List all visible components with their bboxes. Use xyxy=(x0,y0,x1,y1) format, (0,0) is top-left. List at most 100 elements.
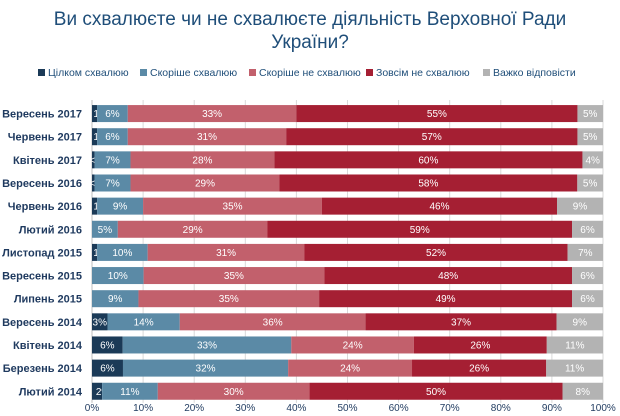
x-tick-label: 90% xyxy=(542,403,562,414)
bar-segment xyxy=(296,105,578,123)
bar-segment xyxy=(157,382,310,400)
legend-label: Скоріше не схвалюю xyxy=(259,67,361,79)
data-label: 6% xyxy=(580,225,595,236)
data-label: 7% xyxy=(105,155,120,166)
bar-segment xyxy=(546,359,603,377)
bar-segment xyxy=(122,336,292,354)
data-label: 28% xyxy=(192,155,212,166)
data-label: 7% xyxy=(105,178,120,189)
data-label: 7% xyxy=(578,248,593,259)
x-tick-label: 50% xyxy=(337,403,357,414)
bar-segment xyxy=(577,128,603,146)
data-label: 6% xyxy=(100,364,115,375)
data-label: 9% xyxy=(573,317,588,328)
bar-segment xyxy=(291,336,414,354)
data-label: 6% xyxy=(580,271,595,282)
bar-segment xyxy=(577,105,603,123)
bar-segment xyxy=(279,174,578,192)
data-label: 30% xyxy=(224,387,244,398)
bar-segment xyxy=(412,359,547,377)
category-label: Лютий 2014 xyxy=(19,386,83,398)
bar-segment xyxy=(546,336,603,354)
bar-segment xyxy=(577,174,603,192)
bar-segment xyxy=(324,267,573,285)
chart-title-line-2: України? xyxy=(271,32,349,53)
data-label: 11% xyxy=(565,364,584,375)
data-label: 55% xyxy=(427,109,447,120)
bar-segment xyxy=(304,243,568,261)
data-label: 10% xyxy=(112,248,132,259)
data-label: 9% xyxy=(108,294,123,305)
data-label: 33% xyxy=(202,109,222,120)
x-tick-label: 20% xyxy=(184,403,204,414)
category-labels: Вересень 2017 Червень 2017 Квітень 2017 Вер… xyxy=(2,109,83,399)
data-label: 6% xyxy=(100,340,115,351)
bar-segment xyxy=(321,197,558,215)
bar-segment xyxy=(122,359,289,377)
bar-segment xyxy=(557,197,603,215)
bar-segment xyxy=(274,151,583,169)
bar-segment xyxy=(130,151,275,169)
bar-segment xyxy=(567,243,603,261)
category-label: Березень 2014 xyxy=(3,363,83,375)
bar-segment xyxy=(97,243,148,261)
data-label: 24% xyxy=(343,340,363,351)
bar-segment xyxy=(97,197,144,215)
bar-segment xyxy=(92,290,139,308)
data-label: 35% xyxy=(223,202,243,213)
legend-swatch xyxy=(366,69,373,76)
bar-segment xyxy=(138,290,320,308)
chart-title-line-1: Ви схвалюєте чи не схвалюєте діяльність … xyxy=(54,9,566,30)
bar-segment xyxy=(92,197,98,215)
x-axis-ticks: 0% 10% 20% 30% 40% 50% 60% 70% 80% 90% 100% xyxy=(85,403,616,414)
bar-segment xyxy=(267,220,573,238)
bar-segment xyxy=(562,382,603,400)
bar-segment xyxy=(286,128,578,146)
bar-segment xyxy=(97,128,128,146)
bar-segment xyxy=(127,128,287,146)
bar-segment xyxy=(572,290,603,308)
data-label: 29% xyxy=(195,178,215,189)
data-label: 6% xyxy=(580,294,595,305)
category-label: Червень 2017 xyxy=(8,132,82,144)
category-label: Вересень 2014 xyxy=(2,317,83,329)
data-label: 3% xyxy=(93,317,108,328)
bar-segment xyxy=(107,313,180,331)
data-label: 49% xyxy=(436,294,456,305)
bar-segment xyxy=(556,313,603,331)
x-tick-label: 70% xyxy=(440,403,460,414)
legend-swatch xyxy=(140,69,147,76)
data-label: 59% xyxy=(410,225,430,236)
bar-segment xyxy=(572,220,603,238)
data-label: 4% xyxy=(586,155,601,166)
data-label: 11% xyxy=(565,340,584,351)
legend-label: Цілком схвалюю xyxy=(48,67,129,79)
bar-segment xyxy=(92,151,95,169)
bar-segment xyxy=(288,359,413,377)
bar-segment xyxy=(92,267,144,285)
bar-segment xyxy=(127,105,297,123)
bar-segment xyxy=(117,220,268,238)
bar-segment xyxy=(94,174,131,192)
data-label: 50% xyxy=(426,387,446,398)
data-label: 14% xyxy=(134,317,154,328)
data-label: 8% xyxy=(576,387,591,398)
bars: 1%6%33%55%5%1%6%31%57%5%<1%7%28%60%4%<1%… xyxy=(89,105,603,400)
data-label: 52% xyxy=(426,248,446,259)
legend-label: Зовсім не схвалюю xyxy=(376,67,470,79)
bar-segment xyxy=(97,105,128,123)
data-label: 6% xyxy=(105,132,120,143)
data-label: 48% xyxy=(438,271,458,282)
bar-segment xyxy=(92,105,98,123)
bar-segment xyxy=(94,151,131,169)
data-label: 9% xyxy=(113,202,128,213)
x-tick-label: 100% xyxy=(590,403,616,414)
bar-segment xyxy=(572,267,603,285)
x-tick-label: 40% xyxy=(286,403,306,414)
bar-segment xyxy=(102,382,158,400)
data-label: 5% xyxy=(583,132,598,143)
data-label: 58% xyxy=(418,178,438,189)
legend-swatch xyxy=(483,69,490,76)
bar-segment xyxy=(319,290,573,308)
